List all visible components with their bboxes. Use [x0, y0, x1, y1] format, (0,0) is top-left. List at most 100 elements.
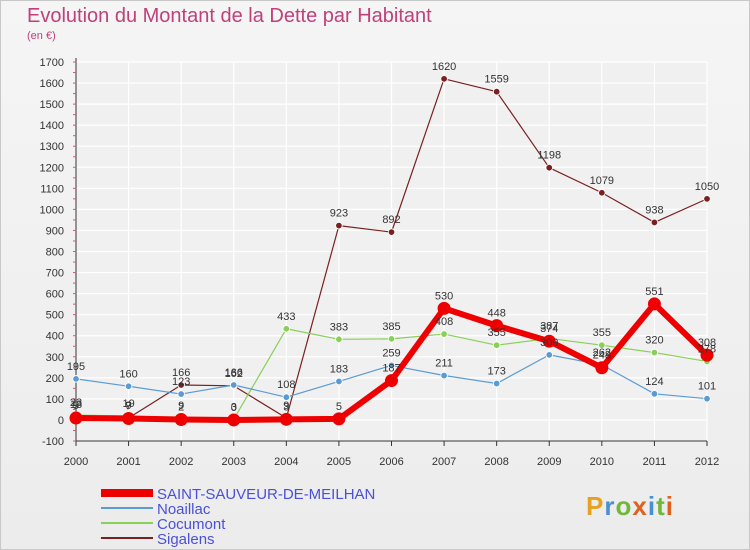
data-label: 5 — [336, 401, 342, 413]
series-point-3 — [492, 87, 501, 96]
y-tick-label: 200 — [46, 373, 64, 385]
data-label: 19 — [122, 398, 134, 410]
data-label: 7 — [126, 400, 132, 412]
data-label: 101 — [698, 381, 716, 393]
y-tick-label: 1500 — [40, 99, 64, 111]
data-label: 211 — [435, 358, 453, 370]
series-point-0 — [700, 348, 714, 362]
data-label: 355 — [487, 327, 505, 339]
chart-subtitle: (en €) — [27, 30, 56, 42]
x-tick-label: 2003 — [222, 456, 246, 468]
data-label: 3 — [283, 401, 289, 413]
data-label: 195 — [67, 361, 85, 373]
series-point-3 — [440, 75, 448, 83]
x-tick-label: 2001 — [116, 456, 140, 468]
series-point-0 — [227, 413, 241, 427]
series-point-3 — [598, 189, 606, 197]
logo-letter: t — [656, 491, 666, 521]
data-label: 530 — [435, 290, 453, 302]
data-label: 278 — [698, 343, 716, 355]
data-label: 259 — [382, 347, 400, 359]
data-label: 433 — [277, 311, 295, 323]
series-point-1 — [177, 390, 185, 398]
data-label: 160 — [119, 368, 137, 380]
series-point-2 — [387, 335, 396, 343]
series-point-2 — [598, 341, 606, 349]
chart-title: Evolution du Montant de la Dette par Hab… — [27, 5, 432, 27]
x-tick-label: 2008 — [484, 456, 508, 468]
series-point-1 — [492, 379, 501, 388]
series-point-1 — [335, 377, 343, 386]
data-label: 1559 — [484, 74, 508, 86]
data-label: 9 — [178, 400, 184, 412]
y-tick-label: 600 — [46, 289, 64, 301]
series-point-2 — [282, 325, 291, 333]
data-label: 309 — [540, 337, 558, 349]
x-tick-label: 2002 — [169, 456, 193, 468]
data-label: 387 — [540, 320, 558, 332]
data-label: 166 — [225, 367, 243, 379]
data-label: 173 — [487, 366, 505, 378]
series-point-2 — [650, 348, 659, 357]
data-label: 13 — [70, 399, 82, 411]
series-point-2 — [335, 335, 343, 344]
data-label: 9 — [283, 400, 289, 412]
data-label: 9 — [73, 400, 79, 412]
logo-letter: i — [647, 491, 657, 521]
x-tick-label: 2009 — [537, 456, 561, 468]
series-point-0 — [385, 374, 398, 388]
logo-letter: o — [615, 491, 633, 521]
proxiti-logo: Proxiti — [586, 491, 674, 522]
y-tick-label: 700 — [46, 268, 64, 280]
data-label: 923 — [330, 208, 348, 220]
series-point-1 — [703, 394, 711, 403]
data-label: 448 — [487, 308, 505, 320]
data-label: 2 — [178, 402, 184, 414]
legend-label: SAINT-SAUVEUR-DE-MEILHAN — [157, 486, 375, 503]
data-label: 9 — [126, 400, 132, 412]
data-label: 355 — [593, 327, 611, 339]
y-tick-label: 1300 — [40, 141, 64, 153]
data-label: 938 — [645, 204, 663, 216]
x-tick-label: 2005 — [327, 456, 351, 468]
data-label: 308 — [698, 337, 716, 349]
series-point-0 — [69, 411, 83, 425]
series-point-0 — [437, 301, 451, 315]
y-tick-label: 1100 — [40, 183, 64, 195]
y-tick-label: 100 — [46, 394, 64, 406]
y-tick-label: 400 — [46, 331, 64, 343]
series-point-0 — [122, 411, 136, 425]
logo-letter: x — [632, 491, 648, 521]
logo-letter: i — [665, 491, 674, 521]
y-tick-label: 500 — [46, 310, 64, 322]
data-label: 551 — [645, 286, 663, 298]
series-point-2 — [440, 330, 448, 338]
data-label: 383 — [330, 321, 348, 333]
series-point-3 — [387, 228, 396, 236]
series-point-0 — [174, 413, 188, 427]
data-label: 23 — [70, 397, 82, 409]
data-label: 183 — [330, 363, 348, 375]
data-label: 408 — [435, 316, 453, 328]
data-label: 108 — [277, 379, 295, 391]
x-tick-label: 2011 — [643, 456, 667, 468]
data-label: 1050 — [695, 181, 719, 193]
y-tick-label: 1700 — [40, 57, 64, 69]
x-tick-label: 2007 — [432, 456, 456, 468]
y-tick-label: 1600 — [40, 78, 64, 90]
x-tick-label: 2006 — [379, 456, 403, 468]
logo-letter: r — [604, 491, 616, 521]
data-label: 166 — [172, 367, 190, 379]
series-point-0 — [542, 334, 556, 348]
y-tick-label: 800 — [46, 247, 64, 259]
data-label: 892 — [382, 214, 400, 226]
x-tick-label: 2012 — [695, 456, 719, 468]
data-label: 320 — [645, 335, 663, 347]
series-point-0 — [279, 412, 293, 426]
series-point-0 — [647, 297, 661, 311]
x-tick-label: 2004 — [274, 456, 298, 468]
data-label: 3 — [231, 401, 237, 413]
data-label: 1079 — [590, 175, 614, 187]
y-tick-label: 0 — [58, 415, 64, 427]
series-point-0 — [332, 412, 346, 426]
